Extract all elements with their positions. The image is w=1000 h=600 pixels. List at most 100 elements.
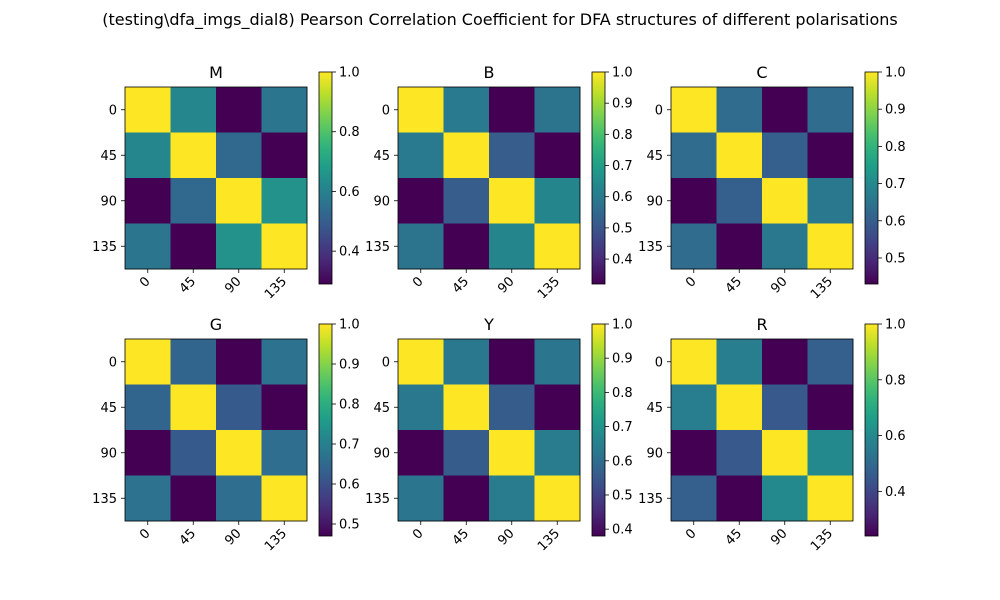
colorbar	[864, 323, 879, 537]
heatmap-cell	[443, 384, 490, 431]
y-tick-label: 135	[638, 492, 663, 507]
colorbar-tick-label: 0.6	[885, 429, 906, 444]
heatmap-cell	[443, 475, 490, 522]
heatmap-cell	[398, 430, 444, 476]
y-tick-label: 0	[109, 103, 117, 118]
heatmap-cell	[170, 132, 217, 179]
colorbar-tick-label: 1.0	[612, 318, 633, 333]
heatmap-cell	[489, 87, 535, 133]
x-tick-label: 45	[723, 274, 745, 296]
x-tick-label: 0	[137, 274, 153, 290]
heatmap-cell	[443, 223, 490, 270]
y-tick-label: 90	[373, 446, 390, 461]
colorbar-tick-label: 1.0	[612, 66, 633, 81]
colorbar	[591, 71, 606, 285]
heatmap-cell	[443, 132, 490, 179]
heatmap-cell	[125, 87, 171, 133]
heatmap-cell	[762, 132, 808, 179]
x-tick-label: 135	[535, 274, 563, 302]
heatmap-cell	[716, 475, 763, 522]
heatmap-cell	[807, 87, 854, 133]
heatmap-cell	[489, 132, 535, 179]
panels: M 0 45 90 135 0 45 90 135 0.4 0.6 0.8 1.0 B 0 45 90 135 0 4…	[92, 63, 906, 554]
heatmap-cell	[216, 339, 262, 385]
heatmap-panel-g: G 0 45 90 135 0 45 90 135 0.5 0.6 0.7 0.8 0.9 1.0	[92, 315, 360, 554]
heatmap-cell	[671, 178, 717, 224]
heatmap-cell	[125, 223, 171, 270]
heatmap-panel-b: B 0 45 90 135 0 45 90 135 0.4 0.5 0.6 0.7 0.8 0.9 1.0	[365, 63, 633, 302]
colorbar-tick-label: 0.9	[612, 352, 633, 367]
y-tick-label: 45	[100, 401, 117, 416]
y-tick-label: 45	[100, 149, 117, 164]
heatmap-cell	[807, 223, 854, 270]
heatmap-cell	[398, 223, 444, 270]
colorbar-tick-label: 0.4	[612, 523, 633, 538]
heatmap-cell	[398, 178, 444, 224]
heatmap-cell	[261, 178, 308, 224]
heatmap-cell	[170, 430, 217, 476]
heatmap-cell	[261, 223, 308, 270]
panel-title: B	[484, 63, 495, 82]
colorbar-tick-label: 0.4	[612, 253, 633, 268]
heatmap-cell	[489, 223, 535, 270]
colorbar-tick-label: 1.0	[885, 66, 906, 81]
colorbar-tick-label: 0.7	[612, 420, 633, 435]
colorbar-tick-label: 0.7	[339, 438, 360, 453]
colorbar	[318, 71, 333, 285]
colorbar-tick-label: 0.8	[339, 125, 360, 140]
colorbar-tick-label: 0.4	[885, 485, 906, 500]
x-tick-label: 135	[808, 526, 836, 554]
x-tick-label: 0	[410, 526, 426, 542]
heatmap-cell	[671, 223, 717, 270]
heatmap-cell	[489, 384, 535, 431]
heatmap-cell	[762, 430, 808, 476]
x-tick-label: 135	[262, 526, 290, 554]
colorbar	[591, 323, 606, 537]
y-tick-label: 45	[373, 149, 390, 164]
heatmap-cell	[762, 475, 808, 522]
x-tick-label: 135	[535, 526, 563, 554]
heatmap-cell	[125, 384, 171, 431]
colorbar-tick-label: 0.5	[339, 518, 360, 533]
colorbar-tick-label: 0.6	[885, 214, 906, 229]
colorbar-tick-label: 0.7	[612, 159, 633, 174]
y-tick-label: 45	[373, 401, 390, 416]
heatmap-cell	[807, 475, 854, 522]
y-tick-label: 90	[646, 194, 663, 209]
heatmap-cell	[671, 430, 717, 476]
heatmap-cell	[216, 223, 262, 270]
plot-frame	[124, 338, 308, 522]
heatmap-cell	[534, 475, 581, 522]
heatmap-cell	[489, 475, 535, 522]
heatmap-cell	[534, 339, 581, 385]
heatmap-cell	[671, 475, 717, 522]
heatmap-cell	[671, 384, 717, 431]
heatmap-cell	[261, 384, 308, 431]
heatmap-cell	[398, 132, 444, 179]
heatmap-cell	[762, 384, 808, 431]
colorbar-tick-label: 0.7	[885, 177, 906, 192]
y-tick-label: 135	[92, 492, 117, 507]
heatmap-cell	[261, 87, 308, 133]
y-tick-label: 0	[382, 103, 390, 118]
heatmap-cell	[716, 384, 763, 431]
plot-frame	[397, 338, 581, 522]
heatmap-cell	[125, 475, 171, 522]
heatmap-cell	[534, 178, 581, 224]
colorbar-tick-label: 0.9	[612, 97, 633, 112]
y-tick-label: 45	[646, 149, 663, 164]
colorbar-tick-label: 0.6	[612, 454, 633, 469]
heatmap-cell	[762, 339, 808, 385]
heatmap-cell	[125, 339, 171, 385]
heatmap-cell	[443, 339, 490, 385]
x-tick-label: 90	[768, 526, 790, 548]
colorbar-tick-label: 0.8	[885, 140, 906, 155]
heatmap-cell	[125, 430, 171, 476]
y-tick-label: 90	[100, 446, 117, 461]
colorbar-tick-label: 0.5	[885, 251, 906, 266]
heatmap-cell	[170, 384, 217, 431]
heatmap-cell	[398, 475, 444, 522]
heatmap-cell	[443, 430, 490, 476]
heatmap-cell	[762, 223, 808, 270]
